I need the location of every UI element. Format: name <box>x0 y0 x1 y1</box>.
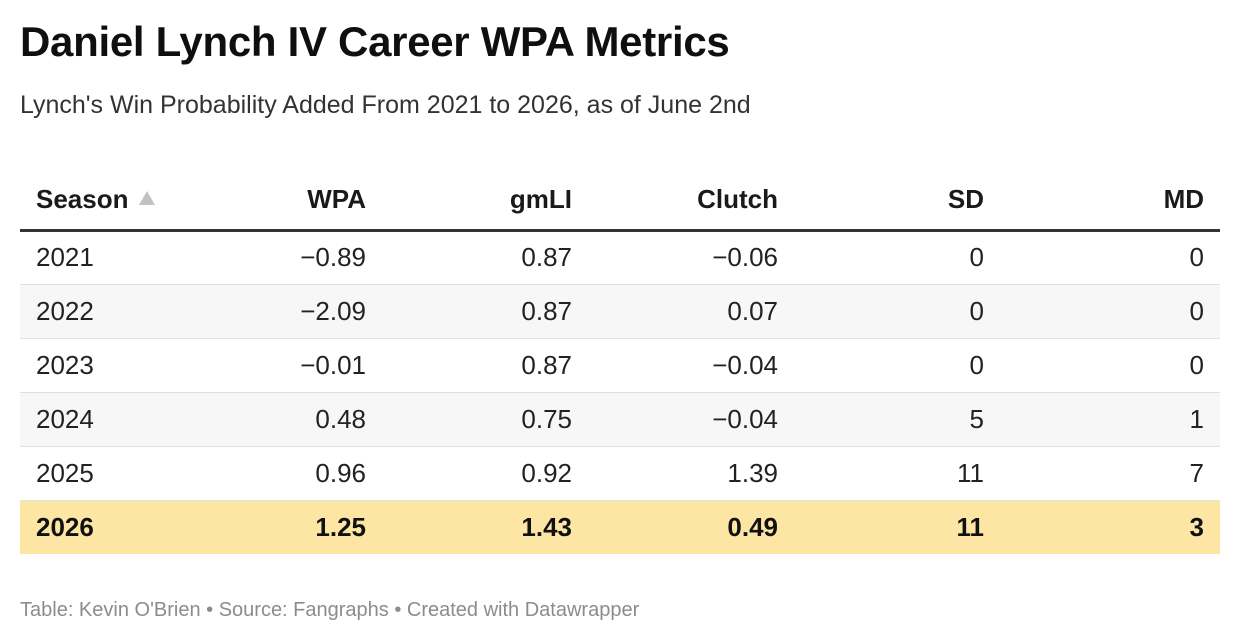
cell-gmli: 0.92 <box>382 446 588 501</box>
cell-season: 2024 <box>20 392 226 447</box>
cell-sd: 11 <box>794 446 1000 501</box>
cell-md: 1 <box>1000 392 1220 447</box>
cell-md: 7 <box>1000 446 1220 501</box>
cell-wpa: 0.96 <box>226 446 382 501</box>
chart-footer: Table: Kevin O'Brien • Source: Fangraphs… <box>20 599 640 621</box>
cell-gmli: 0.87 <box>382 338 588 393</box>
cell-clutch: −0.04 <box>588 392 794 447</box>
cell-clutch: 0.07 <box>588 284 794 339</box>
cell-sd: 11 <box>794 500 1000 554</box>
cell-wpa: −0.89 <box>226 230 382 285</box>
table-header-row: Season WPA gmLI Clutch SD MD <box>20 171 1220 232</box>
column-header-sd[interactable]: SD <box>794 171 1000 232</box>
cell-gmli: 0.87 <box>382 284 588 339</box>
chart-subtitle: Lynch's Win Probability Added From 2021 … <box>20 91 751 119</box>
cell-md: 3 <box>1000 500 1220 554</box>
wpa-table: Season WPA gmLI Clutch SD MD 2021 −0.89 0.… <box>20 171 1220 554</box>
chart-title: Daniel Lynch IV Career WPA Metrics <box>20 18 730 65</box>
cell-sd: 0 <box>794 338 1000 393</box>
cell-md: 0 <box>1000 230 1220 285</box>
column-header-label: Season <box>36 184 129 215</box>
cell-season: 2025 <box>20 446 226 501</box>
sort-ascending-icon[interactable] <box>138 191 155 206</box>
cell-wpa: −2.09 <box>226 284 382 339</box>
table-body: 2021 −0.89 0.87 −0.06 0 0 2022 −2.09 0.87 0.07 0 0 2… <box>20 230 1220 554</box>
cell-md: 0 <box>1000 338 1220 393</box>
cell-wpa: −0.01 <box>226 338 382 393</box>
column-header-wpa[interactable]: WPA <box>226 171 382 232</box>
cell-season: 2022 <box>20 284 226 339</box>
cell-clutch: 0.49 <box>588 500 794 554</box>
column-header-clutch[interactable]: Clutch <box>588 171 794 232</box>
table-row: 2021 −0.89 0.87 −0.06 0 0 <box>20 230 1220 285</box>
column-header-md[interactable]: MD <box>1000 171 1220 232</box>
cell-sd: 5 <box>794 392 1000 447</box>
cell-gmli: 0.87 <box>382 230 588 285</box>
column-header-season[interactable]: Season <box>20 171 226 232</box>
column-header-gmli[interactable]: gmLI <box>382 171 588 232</box>
cell-sd: 0 <box>794 230 1000 285</box>
cell-season: 2023 <box>20 338 226 393</box>
cell-md: 0 <box>1000 284 1220 339</box>
cell-gmli: 1.43 <box>382 500 588 554</box>
table-row: 2022 −2.09 0.87 0.07 0 0 <box>20 284 1220 339</box>
table-row: 2026 1.25 1.43 0.49 11 3 <box>20 500 1220 554</box>
cell-season: 2026 <box>20 500 226 554</box>
table-row: 2025 0.96 0.92 1.39 11 7 <box>20 446 1220 501</box>
table-row: 2024 0.48 0.75 −0.04 5 1 <box>20 392 1220 447</box>
cell-clutch: −0.04 <box>588 338 794 393</box>
cell-sd: 0 <box>794 284 1000 339</box>
table-row: 2023 −0.01 0.87 −0.04 0 0 <box>20 338 1220 393</box>
cell-wpa: 0.48 <box>226 392 382 447</box>
cell-gmli: 0.75 <box>382 392 588 447</box>
cell-wpa: 1.25 <box>226 500 382 554</box>
cell-clutch: −0.06 <box>588 230 794 285</box>
cell-season: 2021 <box>20 230 226 285</box>
cell-clutch: 1.39 <box>588 446 794 501</box>
